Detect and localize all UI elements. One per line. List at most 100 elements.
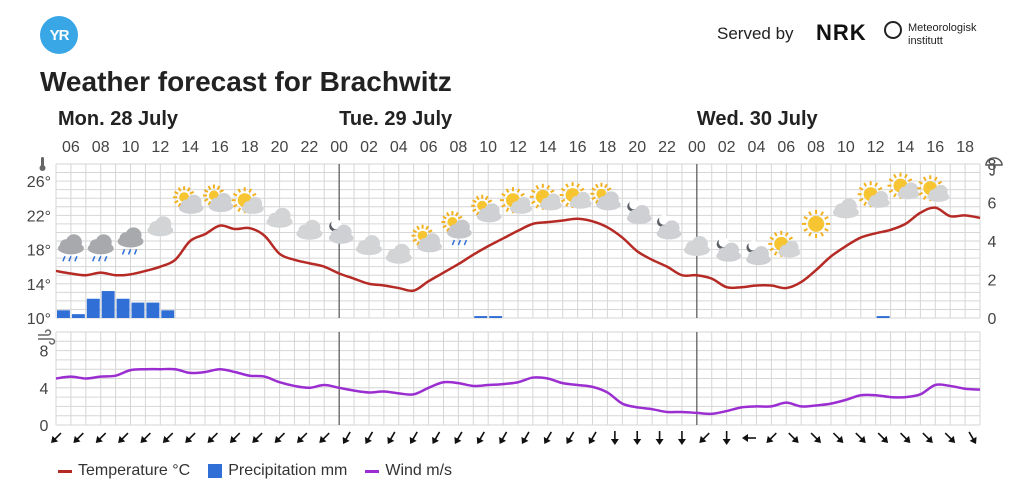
- hour-tick-label: 06: [62, 139, 80, 156]
- wind-direction-arrow: [677, 431, 686, 445]
- cloud-part: [216, 193, 232, 209]
- wind-arrow-head: [948, 435, 956, 443]
- cloud-icon: [296, 219, 323, 240]
- wind-arrow-head: [566, 436, 574, 445]
- wind-arrow-head: [588, 436, 596, 445]
- legend-wind-swatch: [365, 469, 380, 473]
- wind-arrow-head: [454, 436, 462, 445]
- sun-ray: [487, 199, 493, 204]
- wind-direction-arrow: [855, 432, 866, 443]
- wind-direction-arrow: [633, 431, 642, 445]
- wind-direction-arrow: [162, 432, 174, 443]
- sun-ray: [484, 195, 489, 201]
- sun-ray: [216, 185, 221, 190]
- wind-tick-label: 4: [40, 381, 49, 398]
- hour-tick-label: 10: [837, 139, 855, 156]
- wind-direction-arrow: [810, 432, 822, 443]
- cloud-part: [691, 235, 708, 252]
- hour-tick-label: 18: [241, 139, 259, 156]
- sun-ray: [177, 202, 182, 208]
- hour-tick-label: 02: [360, 139, 378, 156]
- umbrella-icon-handle: [989, 165, 995, 176]
- day-label: Wed. 30 July: [696, 108, 818, 130]
- night-cloud-icon: [746, 240, 771, 266]
- rain-cloud-icon: [87, 234, 114, 262]
- wind-arrow-head: [543, 436, 551, 445]
- wind-arrow-head: [858, 435, 866, 443]
- wind-arrow-head: [229, 435, 237, 443]
- hour-tick-label: 02: [718, 139, 736, 156]
- sun-ray: [189, 190, 195, 195]
- cloud-icon: [147, 216, 174, 237]
- sun-ray: [604, 183, 608, 189]
- cloud-part: [248, 196, 263, 211]
- wind-direction-arrow: [185, 432, 196, 443]
- met-logo-icon: [884, 21, 902, 39]
- sun-ray: [203, 198, 209, 202]
- sun-ray: [591, 187, 596, 192]
- precipitation-bar: [116, 298, 130, 318]
- sun-ray: [207, 185, 212, 190]
- nrk-logo[interactable]: NRK: [816, 20, 867, 45]
- cloud-part: [65, 234, 82, 251]
- partly-cloudy-icon: [471, 194, 502, 223]
- cloud-icon: [385, 243, 412, 264]
- sun-ray: [579, 187, 585, 192]
- sun-ray: [446, 211, 450, 217]
- sun-ray: [412, 229, 418, 234]
- sun-icon: [802, 209, 831, 238]
- legend-precipitation-label: Precipitation mm: [228, 462, 348, 479]
- cloud-part: [546, 193, 561, 208]
- day-label: Mon. 28 July: [58, 108, 179, 130]
- wind-direction-arrow: [722, 431, 731, 445]
- served-by-label: Served by: [717, 24, 794, 43]
- partly-sunny-icon: [231, 187, 264, 214]
- wind-arrow-head: [903, 435, 911, 443]
- sun-ray: [203, 189, 209, 193]
- hour-tick-label: 00: [330, 139, 348, 156]
- sun-ray: [824, 228, 829, 232]
- cloud-icon: [832, 198, 859, 219]
- thermometer-icon-stem: [41, 157, 44, 167]
- wind-line: [55, 367, 981, 416]
- cloud-part: [274, 207, 291, 224]
- sun-ray: [565, 202, 569, 207]
- sun-ray: [475, 195, 480, 201]
- temperature-tick-label: 22°: [27, 208, 51, 225]
- cloud-part: [516, 196, 531, 211]
- precipitation-bar: [101, 291, 115, 318]
- hour-tick-label: 18: [599, 139, 617, 156]
- yr-logo[interactable]: YR: [40, 16, 78, 54]
- cloud-icon: [683, 235, 710, 256]
- precipitation-bar: [57, 310, 70, 318]
- sun-disc: [808, 215, 825, 232]
- wind-direction-arrow: [387, 431, 396, 445]
- sun-ray: [475, 211, 480, 216]
- rain-drop: [104, 255, 108, 262]
- sun-ray: [442, 215, 447, 220]
- thermometer-icon-bulb: [39, 165, 46, 171]
- met-logo[interactable]: Meteorologisk institutt: [908, 22, 976, 48]
- sun-ray: [252, 192, 257, 197]
- forecast-chart: 06 08 10 12 14 16 18 20 22 00 02 04 06 08 10 12 14 16 18 20…: [27, 139, 1003, 445]
- wind-direction-arrow: [566, 431, 575, 445]
- sun-ray: [922, 195, 927, 200]
- cloud-part: [186, 194, 202, 210]
- wind-direction-arrow: [365, 431, 374, 445]
- wind-arrow-head: [365, 436, 372, 445]
- sun-ray: [769, 247, 774, 252]
- night-cloud-icon: [656, 214, 682, 240]
- rain-drop: [68, 255, 72, 262]
- umbrella-icon-canopy: [985, 157, 1003, 166]
- wind-direction-arrow: [499, 431, 508, 445]
- sun-ray: [606, 187, 612, 192]
- cloud-part: [723, 242, 740, 258]
- sun-ray: [207, 201, 212, 206]
- cloud-part: [904, 182, 918, 196]
- sun-ray: [918, 191, 923, 196]
- hour-tick-label: 10: [479, 139, 497, 156]
- hour-tick-label: 00: [688, 139, 706, 156]
- wind-arrow-head: [969, 436, 977, 445]
- legend-precipitation: Precipitation mm: [208, 462, 347, 480]
- rain-drop: [92, 255, 96, 262]
